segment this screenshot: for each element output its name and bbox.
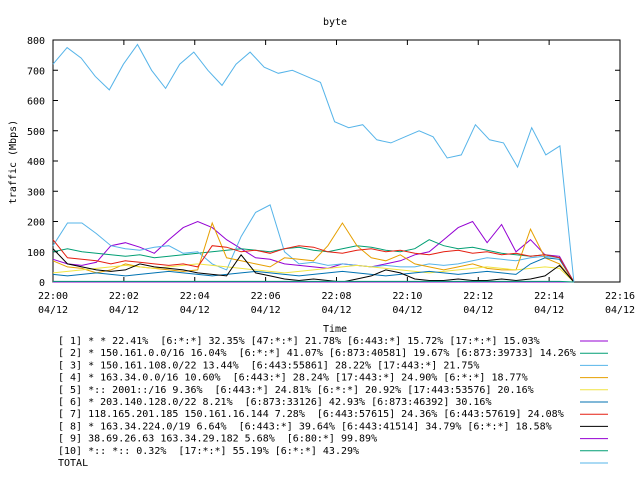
y-tick-label: 100 <box>27 248 45 259</box>
y-tick-label: 200 <box>27 218 45 229</box>
y-axis-label: traffic (Mbps) <box>8 120 19 204</box>
series-layer <box>52 43 575 283</box>
series-line-2 <box>52 239 575 283</box>
legend-entry-label: [ 8] * 163.34.224.0/19 6.64% [6:443:*] 3… <box>58 421 552 432</box>
legend-entry-label: [ 3] * 150.161.108.0/22 13.44% [6:443:55… <box>58 360 479 371</box>
y-axis: 0 100 200 300 400 500 600 700 800 <box>27 36 620 289</box>
y-tick-label: 0 <box>39 278 45 289</box>
legend-entry-label: [ 2] * 150.161.0.0/16 16.04% [6:*:*] 41.… <box>58 348 576 359</box>
x-tick-date-label: 04/12 <box>251 305 281 316</box>
x-tick-date-label: 04/12 <box>392 305 422 316</box>
legend-entry-label: [ 5] *:: 2001::/16 9.36% [6:443:*] 24.81… <box>58 385 534 396</box>
legend-entry-label: [10] *:: *:: 0.32% [17:*:*] 55.19% [6:*:… <box>58 446 359 457</box>
legend-entry-label: [ 4] * 163.34.0.0/16 10.60% [6:443:*] 28… <box>58 373 528 384</box>
plot-border <box>52 39 621 283</box>
y-tick-label: 300 <box>27 187 45 198</box>
y-tick-label: 500 <box>27 127 45 138</box>
series-line-3 <box>52 204 575 283</box>
x-tick-date-label: 04/12 <box>38 305 68 316</box>
x-axis: 22:00 04/12 22:02 04/12 22:04 04/12 22:06 04/12… <box>38 40 635 316</box>
x-tick-time-label: 22:12 <box>463 291 493 302</box>
legend-entry-label: [ 9] 38.69.26.63 163.34.29.182 5.68% [6:… <box>58 434 377 445</box>
x-tick-time-label: 22:06 <box>251 291 281 302</box>
x-tick-time-label: 22:16 <box>605 291 635 302</box>
legend-entry-label: [ 7] 118.165.201.185 150.161.16.144 7.28… <box>58 409 564 420</box>
chart-title: byte <box>323 17 347 28</box>
legend-entry-label: [ 6] * 203.140.128.0/22 8.21% [6:873:331… <box>58 397 491 408</box>
x-tick-time-label: 22:10 <box>392 291 422 302</box>
x-axis-label: Time <box>323 324 347 335</box>
x-tick-date-label: 04/12 <box>109 305 139 316</box>
series-line-7 <box>52 239 575 283</box>
x-tick-time-label: 22:04 <box>180 291 210 302</box>
x-tick-date-label: 04/12 <box>463 305 493 316</box>
series-line-1 <box>52 220 575 283</box>
series-line-6 <box>52 257 575 283</box>
x-tick-date-label: 04/12 <box>321 305 351 316</box>
y-tick-label: 600 <box>27 97 45 108</box>
x-tick-time-label: 22:00 <box>38 291 68 302</box>
plot-frame <box>52 39 621 283</box>
series-line-8 <box>52 248 575 283</box>
y-tick-label: 800 <box>27 36 45 47</box>
legend-entry-label: TOTAL <box>58 458 88 469</box>
x-tick-date-label: 04/12 <box>534 305 564 316</box>
series-line-5 <box>52 263 575 283</box>
y-tick-label: 700 <box>27 66 45 77</box>
x-tick-time-label: 22:14 <box>534 291 564 302</box>
series-line-10 <box>53 280 574 283</box>
legend: [ 1] * * 22.41% [6:*:*] 32.35% [47:*:*] … <box>58 336 608 469</box>
y-tick-label: 400 <box>27 157 45 168</box>
x-tick-time-label: 22:08 <box>321 291 351 302</box>
series-line-11 <box>52 43 575 283</box>
x-tick-date-label: 04/12 <box>180 305 210 316</box>
legend-entry-label: [ 1] * * 22.41% [6:*:*] 32.35% [47:*:*] … <box>58 336 540 347</box>
x-tick-date-label: 04/12 <box>605 305 635 316</box>
x-tick-time-label: 22:02 <box>109 291 139 302</box>
